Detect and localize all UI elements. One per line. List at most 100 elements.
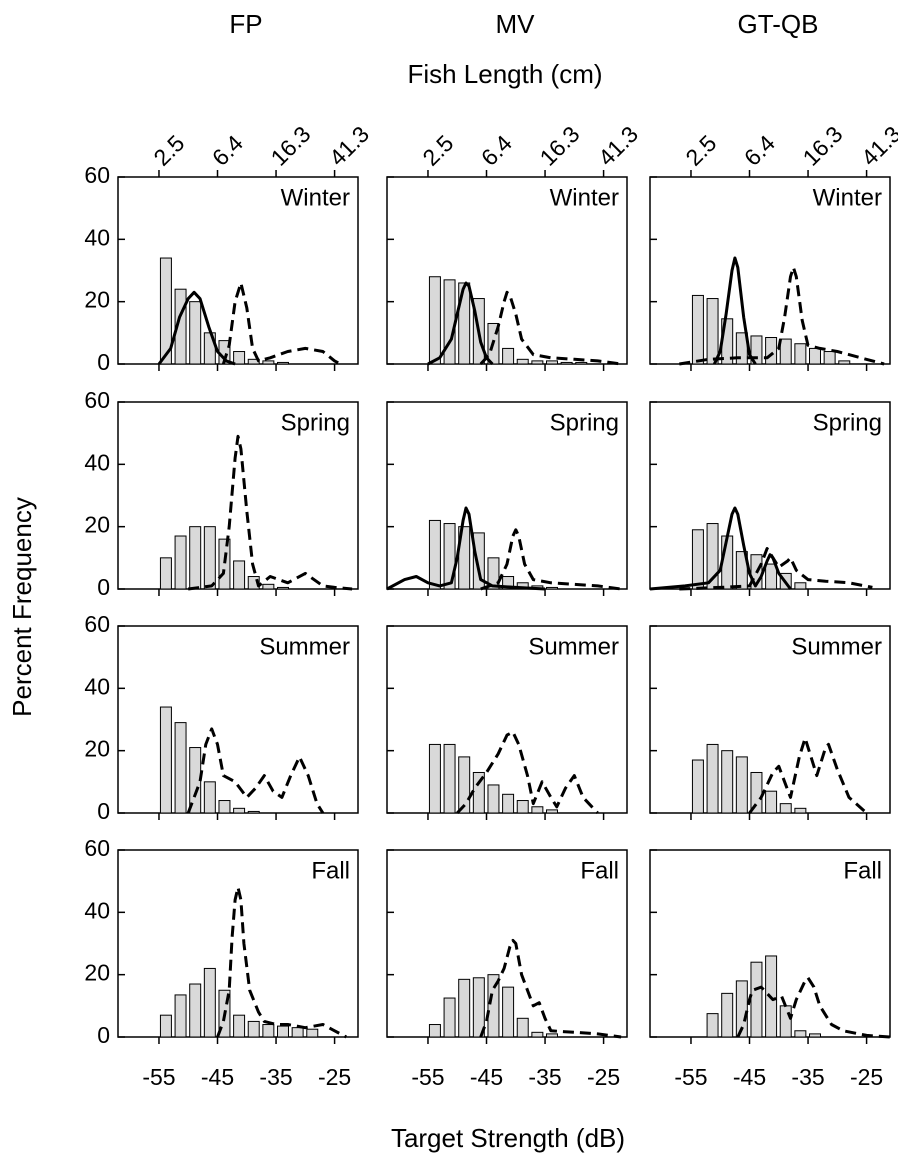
x-tick-label: -45 (201, 1064, 234, 1090)
bar (502, 347, 515, 365)
bar (428, 743, 441, 814)
bar (691, 529, 704, 590)
bar (691, 759, 704, 814)
y-tick-label: 60 (84, 835, 110, 861)
bar (560, 361, 573, 365)
bar (779, 803, 792, 814)
bar (458, 282, 471, 365)
bar (735, 756, 748, 814)
bar (706, 743, 719, 814)
dashed-line (736, 976, 891, 1039)
x-tick-label: -55 (674, 1064, 707, 1090)
dashed-line (221, 281, 342, 366)
bar (174, 288, 187, 365)
top-x-tick-label: 6.4 (739, 130, 780, 171)
y-tick-label: 0 (97, 574, 110, 600)
bar (765, 337, 778, 365)
top-x-tick-label: 41.3 (324, 121, 374, 171)
bar (428, 1024, 441, 1038)
bar (203, 781, 216, 814)
bar (794, 807, 807, 814)
bar (443, 743, 456, 814)
top-x-tick-label: 16.3 (534, 121, 584, 171)
dashed-line (479, 938, 622, 1039)
column-title: MV (496, 9, 536, 39)
y-tick-label: 40 (84, 449, 110, 475)
bar (487, 974, 500, 1038)
bar (159, 257, 172, 365)
bar (277, 1025, 289, 1038)
top-x-tick-label: 2.5 (680, 130, 721, 171)
dashed-line (456, 730, 599, 815)
solid-line (713, 256, 757, 365)
x-tick-label: -25 (850, 1064, 883, 1090)
panel: -55 -45 -35 -25 Fall (649, 849, 891, 1090)
bar (443, 279, 456, 365)
season-label: Winter (813, 184, 882, 211)
bar (487, 784, 500, 814)
bar (809, 1033, 821, 1038)
season-label: Spring (281, 409, 350, 436)
season-label: Fall (843, 857, 882, 884)
y-tick-label: 40 (84, 897, 110, 923)
panel: 0 20 40 60 2.5 6.4 16.3 41.3 Winter (84, 121, 374, 375)
bar (458, 756, 471, 814)
bar (706, 298, 719, 365)
bar (691, 294, 704, 365)
season-label: Summer (528, 633, 619, 660)
bar (203, 526, 216, 590)
bar (794, 1030, 807, 1038)
bar (750, 335, 763, 365)
dashed-line (479, 290, 622, 366)
top-x-tick-label: 16.3 (265, 121, 315, 171)
bar (189, 526, 202, 590)
column-title: GT-QB (738, 9, 819, 39)
bar (159, 1014, 172, 1038)
solid-line (157, 290, 236, 366)
bar (721, 750, 734, 814)
x-tick-label: -35 (259, 1064, 292, 1090)
bar (233, 1014, 246, 1038)
bar (189, 983, 202, 1038)
bar (516, 1017, 529, 1038)
bar (735, 980, 748, 1038)
bar (546, 360, 558, 365)
bar (765, 563, 778, 590)
x-tick-label: -55 (411, 1064, 444, 1090)
bar (174, 994, 187, 1038)
panel: Spring (649, 401, 891, 596)
bar (838, 360, 851, 365)
bar (233, 560, 246, 590)
season-label: Summer (791, 633, 882, 660)
bar (531, 1031, 544, 1038)
y-tick-label: 60 (84, 387, 110, 413)
panel: 2.5 6.4 16.3 41.3 Winter (386, 121, 643, 371)
bar (233, 351, 246, 365)
y-tick-label: 20 (84, 736, 110, 762)
x-tick-label: -45 (733, 1064, 766, 1090)
panel: 0 20 40 60 Spring (84, 387, 359, 600)
bar (750, 961, 763, 1038)
bar (443, 997, 456, 1038)
bar (472, 977, 485, 1038)
season-label: Fall (311, 857, 350, 884)
bar (174, 722, 187, 814)
bar (218, 538, 231, 590)
bar (794, 582, 807, 590)
bar (428, 519, 441, 590)
bar (458, 978, 471, 1038)
bar (487, 557, 500, 590)
y-tick-label: 60 (84, 162, 110, 188)
bar (306, 1028, 319, 1038)
top-x-tick-label: 41.3 (593, 121, 643, 171)
bar (531, 806, 544, 814)
bar (247, 810, 260, 814)
bar (531, 360, 544, 365)
bar (516, 800, 529, 814)
x-tick-label: -45 (470, 1064, 503, 1090)
bar (472, 532, 485, 590)
dashed-line (748, 736, 868, 815)
season-label: Winter (281, 184, 350, 211)
x-tick-label: -35 (791, 1064, 824, 1090)
